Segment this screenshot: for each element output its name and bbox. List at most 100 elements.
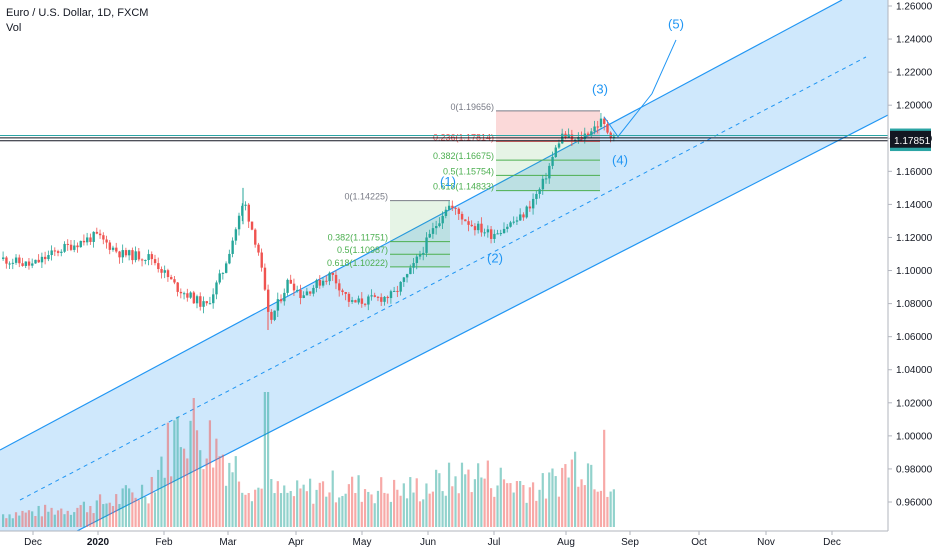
price-tick-label: 1.06000 [896,332,932,343]
volume-bar [102,504,105,527]
price-axis-bg [888,0,932,550]
volume-bar [37,505,40,527]
candle-body [341,290,344,293]
candle-body [166,270,170,278]
volume-bar [477,463,480,527]
volume-bar [50,507,53,527]
volume-bar [593,489,596,527]
volume-bar [354,493,357,527]
candle-body [105,239,108,243]
volume-bar [415,478,418,527]
time-tick-label: Jul [488,537,501,548]
volume-bar [14,512,18,527]
volume-bar [573,451,577,527]
volume-bar [541,473,544,527]
fib-small-level-label: 0.382(1.11751) [328,233,388,243]
candle-body [447,205,451,210]
candle-body [502,228,506,234]
candle-body [237,215,241,230]
candle-body [111,247,115,250]
price-tag-label: 1.17851 [894,136,931,147]
candle-body [163,270,166,273]
volume-bars [2,392,615,527]
candle-body [254,229,257,245]
candle-body [276,299,280,311]
candle-body [428,233,431,238]
candle-body [444,209,448,216]
candle-body [134,251,137,261]
candle-body [121,250,124,258]
price-tick-label: 1.02000 [896,398,932,409]
volume-bar [334,502,338,527]
volume-bar [486,460,489,527]
volume-bar [283,485,286,527]
candle-body [425,237,428,253]
volume-bar [199,450,202,527]
candle-body [257,244,260,253]
fib-large-level-label: 0.618(1.14833) [433,182,494,192]
volume-bar [344,493,347,527]
volume-bar [31,511,34,527]
candle-body [24,261,28,266]
volume-bar [590,464,593,527]
price-tick-label: 1.26000 [896,2,932,13]
candle-body [124,250,128,256]
volume-bar [522,485,525,527]
volume-bar [166,422,170,527]
volume-bar [596,491,599,527]
time-tick-label: Apr [288,537,304,548]
volume-bar [147,503,150,527]
volume-bar [111,506,115,527]
volume-bar [396,489,399,527]
volume-bar [131,492,134,527]
candle-body [467,221,470,225]
channel-band [0,0,888,550]
candle-body [289,279,293,284]
candle-body [351,300,354,302]
candle-body [76,245,79,248]
volume-bar [538,489,541,527]
volume-bar [296,480,299,527]
volume-bar [21,510,24,527]
volume-bar [515,481,519,527]
volume-bar [370,494,373,527]
volume-bar [444,495,447,527]
candle-body [173,279,176,283]
volume-bar [5,518,8,527]
time-tick-label: Sep [621,537,639,548]
volume-bar [483,478,486,527]
time-tick-label: Aug [557,537,575,548]
candle-body [292,283,296,291]
candle-body [118,251,121,258]
volume-bar [389,501,392,527]
candle-body [496,233,499,235]
volume-bar [270,479,273,527]
volume-bar [489,488,493,527]
volume-bar [2,514,5,527]
candle-body [34,259,37,264]
candle-body [140,259,144,261]
volume-bar [289,491,292,527]
volume-bar [186,458,189,527]
volume-bar [441,491,444,527]
candle-body [283,292,286,302]
candle-body [396,290,399,292]
time-tick-label: Dec [823,537,841,548]
volume-bar [195,430,199,527]
candle-body [603,118,606,125]
volume-bar [234,456,237,527]
candle-body [170,277,173,280]
candle-body [554,147,557,157]
price-tick-label: 1.08000 [896,299,932,310]
candle-body [205,301,208,304]
candle-body [50,250,53,256]
candle-body [464,219,467,222]
time-tick-label: Feb [155,537,173,548]
volume-bar [467,469,470,527]
volume-bar [418,501,422,527]
volume-bar [137,500,140,527]
volume-bar [179,447,182,527]
